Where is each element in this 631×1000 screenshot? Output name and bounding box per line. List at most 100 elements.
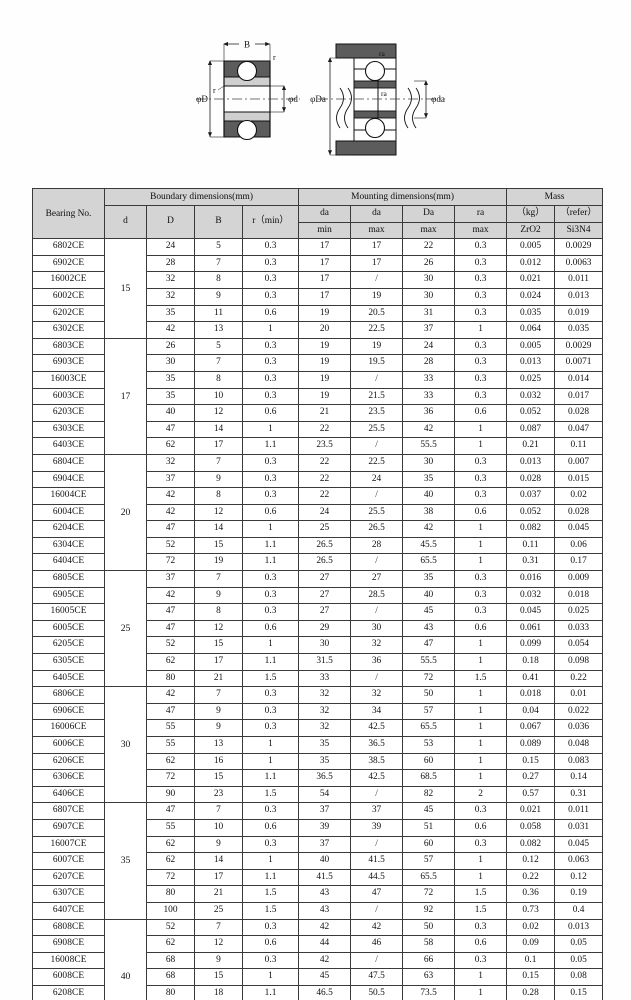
cell-outer-diameter: 32 (146, 453, 195, 472)
cell-mass-zro2: 0.028 (506, 470, 556, 489)
cell-mass-zro2: 0.013 (506, 354, 556, 372)
cell-da-max: / (350, 835, 404, 854)
cell-da-min: 23.5 (298, 437, 352, 455)
width-label-B: B (244, 40, 250, 50)
cell-mass-si3n4: 0.05 (554, 951, 604, 970)
right-view-mounting: φDa φda ra ra (310, 43, 445, 156)
cell-mass-si3n4: 0.01 (554, 686, 604, 704)
table-row: 6907CE 55 10 0.6 39 39 51 0.6 0.058 0.031 (32, 818, 604, 837)
cell-outer-diameter: 47 (146, 702, 195, 721)
cell-fillet-radius: 1.5 (241, 885, 300, 903)
cell-da-min: 37 (298, 802, 352, 820)
cell-da-min: 41.5 (298, 868, 352, 887)
cell-bearing-no: 6903CE (32, 354, 105, 372)
cell-bore-diameter-group: 15 (104, 238, 147, 339)
cell-mass-zro2: 0.02 (506, 918, 556, 937)
cell-da-min: 42 (298, 918, 352, 937)
cell-width: 9 (194, 835, 243, 854)
cell-da-max: / (350, 951, 404, 970)
bore-diameter-label: φd (288, 94, 298, 104)
cell-outer-diameter: 37 (146, 570, 195, 588)
cell-ra-max: 0.3 (454, 304, 508, 323)
cell-outer-diameter: 72 (146, 868, 195, 887)
cell-Da-max: 65.5 (402, 719, 456, 737)
cell-da-min: 19 (298, 370, 352, 389)
cell-fillet-radius: 0.3 (241, 918, 300, 937)
cell-ra-max: 0.3 (454, 918, 508, 937)
cell-Da-max: 33 (402, 387, 456, 406)
cell-da-max: 20.5 (350, 304, 404, 323)
cell-bearing-no: 16005CE (32, 603, 105, 621)
cell-ra-max: 1 (454, 536, 508, 555)
cell-ra-max: 1 (454, 686, 508, 704)
cell-fillet-radius: 1.1 (241, 984, 300, 1000)
cell-mass-si3n4: 0.033 (554, 619, 604, 638)
cell-fillet-radius: 0.3 (241, 354, 300, 372)
cell-outer-diameter: 47 (146, 520, 195, 538)
cell-mass-si3n4: 0.007 (554, 453, 604, 472)
cell-bearing-no: 6202CE (32, 304, 105, 323)
outer-diameter-label: φD (196, 94, 208, 104)
cell-mass-si3n4: 0.031 (554, 818, 604, 837)
table-row: 6303CE 47 14 1 22 25.5 42 1 0.087 0.047 (32, 420, 604, 439)
cell-mass-zro2: 0.032 (506, 586, 556, 605)
table-row: 16004CE 42 8 0.3 22/40 0.3 0.037 0.02 (32, 487, 604, 505)
cell-da-max: 42 (350, 918, 404, 937)
cell-da-max: 27 (350, 570, 404, 588)
cell-fillet-radius: 0.3 (241, 470, 300, 489)
cell-Da-max: 47 (402, 636, 456, 655)
cell-fillet-radius: 0.6 (241, 935, 300, 953)
cell-da-min: 25 (298, 520, 352, 538)
cell-fillet-radius: 0.6 (241, 404, 300, 422)
cell-mass-si3n4: 0.063 (554, 852, 604, 870)
cell-outer-diameter: 30 (146, 354, 195, 372)
cell-mass-zro2: 0.021 (506, 271, 556, 289)
cell-width: 15 (194, 968, 243, 986)
cell-mass-zro2: 0.061 (506, 619, 556, 638)
cell-da-min: 30 (298, 636, 352, 655)
cell-fillet-radius: 0.3 (241, 586, 300, 605)
cell-da-min: 19 (298, 304, 352, 323)
cell-bearing-no: 6206CE (32, 752, 105, 771)
table-row: 6202CE 35 11 0.6 19 20.5 31 0.3 0.035 0.019 (32, 304, 604, 323)
cell-Da-max: 37 (402, 321, 456, 339)
cell-da-max: / (350, 437, 404, 455)
table-row: 6205CE 52 15 1 30 32 47 1 0.099 0.054 (32, 636, 604, 655)
cell-outer-diameter: 80 (146, 885, 195, 903)
cell-fillet-radius: 0.6 (241, 503, 300, 522)
cell-mass-zro2: 0.73 (506, 901, 556, 920)
cell-mass-si3n4: 0.035 (554, 321, 604, 339)
header-si3n4: Si3N4 (554, 221, 604, 240)
cell-mass-zro2: 0.005 (506, 337, 556, 356)
cell-ra-max: 0.3 (454, 603, 508, 621)
header-bearing-no: Bearing No. (32, 187, 105, 240)
cell-mass-zro2: 0.27 (506, 769, 556, 787)
table-row: 6905CE 42 9 0.3 27 28.5 40 0.3 0.032 0.018 (32, 586, 604, 605)
cell-da-max: 28 (350, 536, 404, 555)
cell-mass-zro2: 0.012 (506, 254, 556, 273)
cell-da-max: / (350, 603, 404, 621)
cell-fillet-radius: 1 (241, 321, 300, 339)
cell-da-min: 44 (298, 935, 352, 953)
cell-mass-zro2: 0.57 (506, 785, 556, 804)
cell-bearing-no: 6208CE (32, 984, 105, 1000)
cell-da-max: 19 (350, 337, 404, 356)
cell-fillet-radius: 1 (241, 520, 300, 538)
cell-Da-max: 57 (402, 702, 456, 721)
header-ra-max-label: ra (454, 205, 508, 223)
cell-width: 12 (194, 935, 243, 953)
cell-Da-max: 31 (402, 304, 456, 323)
cell-mass-si3n4: 0.14 (554, 769, 604, 787)
cell-Da-max: 45 (402, 802, 456, 820)
table-row: 6305CE 62 17 1.1 31.5 36 55.5 1 0.18 0.098 (32, 653, 604, 671)
cell-fillet-radius: 0.3 (241, 719, 300, 737)
cell-fillet-radius: 0.3 (241, 951, 300, 970)
cell-da-min: 26.5 (298, 536, 352, 555)
cell-da-min: 17 (298, 271, 352, 289)
cell-mass-si3n4: 0.011 (554, 271, 604, 289)
cell-Da-max: 45 (402, 603, 456, 621)
cell-da-min: 22 (298, 420, 352, 439)
table-row: 6403CE 62 17 1.1 23.5/55.5 1 0.21 0.11 (32, 437, 604, 455)
cell-ra-max: 0.6 (454, 404, 508, 422)
cell-mass-si3n4: 0.047 (554, 420, 604, 439)
